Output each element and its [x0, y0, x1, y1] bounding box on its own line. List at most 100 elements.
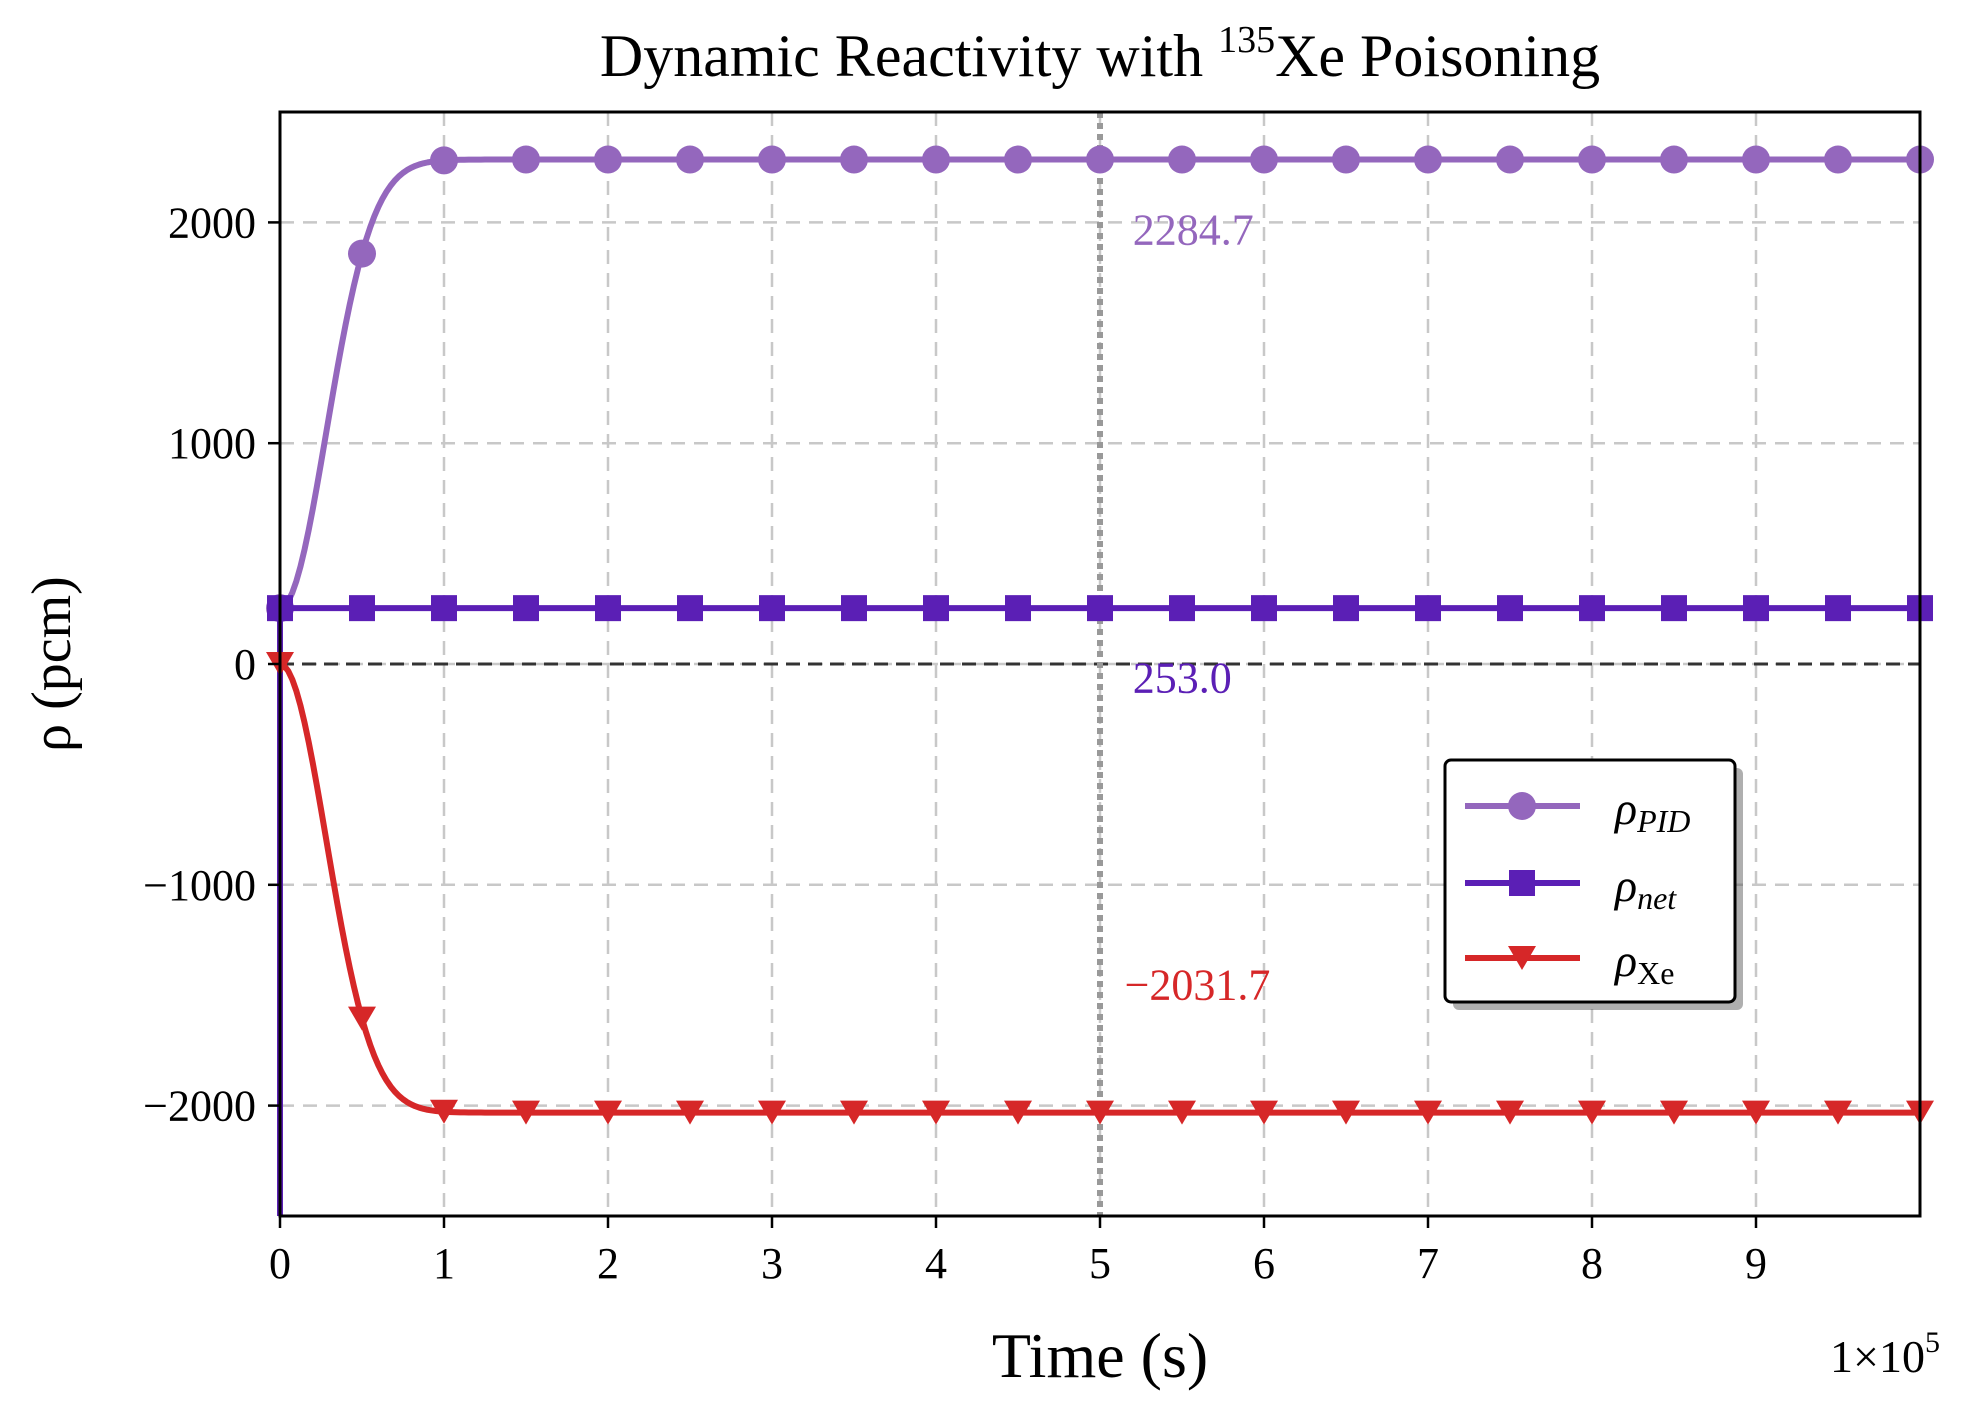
data-point: [512, 145, 540, 174]
data-point: [1743, 595, 1769, 622]
title-suffix: Poisoning: [1345, 23, 1600, 89]
data-point: [1332, 1100, 1360, 1125]
data-point: [349, 595, 375, 622]
data-point: [1250, 1100, 1278, 1125]
annotation-xe: −2031.7: [1125, 961, 1271, 1010]
legend-symbol-pid: ρ: [1613, 783, 1637, 834]
data-point: [676, 145, 704, 174]
legend-item-pid: ρPID: [1465, 783, 1690, 839]
legend-marker-xe: [1508, 946, 1536, 970]
title-prefix: Dynamic Reactivity with: [600, 23, 1218, 89]
data-point: [1496, 145, 1524, 174]
data-point: [1824, 1100, 1852, 1125]
legend-symbol-net: ρ: [1613, 860, 1637, 911]
data-point: [922, 145, 950, 174]
x-tick-label: 5: [1089, 1239, 1111, 1288]
x-tick-label: 6: [1253, 1239, 1275, 1288]
data-point: [1332, 145, 1360, 174]
data-point: [1087, 595, 1113, 622]
legend-label-net: ρnet: [1613, 860, 1677, 916]
y-tick-label: −2000: [143, 1082, 256, 1131]
legend-marker-net: [1509, 870, 1535, 896]
data-point: [922, 1100, 950, 1125]
x-tick-label: 4: [925, 1239, 947, 1288]
title-isotope-mass: 135: [1218, 19, 1275, 61]
legend-label-pid: ρPID: [1613, 783, 1690, 839]
data-point: [430, 1099, 458, 1124]
data-point: [840, 145, 868, 174]
annotation-net: 253.0: [1133, 654, 1232, 703]
data-point: [1414, 1100, 1442, 1125]
data-point: [1578, 1100, 1606, 1125]
data-point: [594, 1100, 622, 1125]
data-point: [1660, 1100, 1688, 1125]
legend-subscript-xe: Xe: [1637, 955, 1674, 991]
data-point: [1497, 595, 1523, 622]
data-point: [1168, 1100, 1196, 1125]
data-point: [1414, 145, 1442, 174]
x-tick-label: 9: [1745, 1239, 1767, 1288]
data-point: [1415, 595, 1441, 622]
y-axis-label: ρ (pcm): [21, 576, 83, 752]
data-point: [1661, 595, 1687, 622]
series-group: [266, 145, 1934, 1216]
legend-subscript-pid: PID: [1636, 803, 1690, 839]
legend-symbol-xe: ρ: [1613, 935, 1637, 986]
x-tick-label: 8: [1581, 1239, 1603, 1288]
series-xe: [266, 652, 1934, 1125]
title-isotope-symbol: Xe: [1275, 23, 1345, 89]
legend-item-net: ρnet: [1465, 860, 1677, 916]
data-point: [841, 595, 867, 622]
data-point: [1086, 1100, 1114, 1125]
x-tick-label: 0: [269, 1239, 291, 1288]
legend-item-xe: ρXe: [1465, 935, 1674, 991]
data-point: [923, 595, 949, 622]
legend-box: [1443, 758, 1737, 1004]
data-point: [595, 595, 621, 622]
data-point: [348, 239, 376, 268]
data-point: [1578, 145, 1606, 174]
data-point: [1005, 595, 1031, 622]
chart-title: Dynamic Reactivity with 135Xe Poisoning: [600, 19, 1600, 89]
value-annotations: 2284.7 253.0 −2031.7: [1125, 205, 1271, 1009]
data-point: [1824, 145, 1852, 174]
x-tick-label: 3: [761, 1239, 783, 1288]
reference-lines: [280, 112, 1920, 1216]
data-point: [512, 1100, 540, 1125]
y-tick-label: 1000: [168, 419, 256, 468]
data-point: [758, 1100, 786, 1125]
data-point: [758, 145, 786, 174]
x-multiplier-base: 1×10: [1830, 1331, 1925, 1382]
data-point: [1251, 595, 1277, 622]
data-point: [1579, 595, 1605, 622]
legend: ρPID ρnet ρXe: [1443, 758, 1743, 1010]
x-tick-label: 1: [433, 1239, 455, 1288]
axis-ticks: 0 1 2 3 4 5 6 7 8 9 −2000 −1000 0 1000 2000: [143, 198, 1767, 1288]
data-point: [1086, 145, 1114, 174]
data-point: [1333, 595, 1359, 622]
y-tick-label: 0: [234, 640, 256, 689]
data-point: [1004, 1100, 1032, 1125]
data-point: [1168, 145, 1196, 174]
data-point: [1496, 1100, 1524, 1125]
annotation-pid: 2284.7: [1133, 205, 1254, 254]
y-tick-label: −1000: [143, 861, 256, 910]
data-point: [1660, 145, 1688, 174]
data-point: [594, 145, 622, 174]
x-tick-label: 7: [1417, 1239, 1439, 1288]
data-point: [677, 595, 703, 622]
x-multiplier-exponent: 5: [1925, 1326, 1940, 1359]
data-point: [1742, 145, 1770, 174]
data-point: [840, 1100, 868, 1125]
y-tick-label: 2000: [168, 198, 256, 247]
data-point: [1169, 595, 1195, 622]
data-point: [430, 146, 458, 175]
data-point: [513, 595, 539, 622]
x-axis-label: Time (s): [992, 1320, 1208, 1391]
data-point: [431, 595, 457, 622]
data-point: [676, 1100, 704, 1125]
legend-subscript-net: net: [1637, 880, 1677, 916]
x-tick-label: 2: [597, 1239, 619, 1288]
data-point: [1004, 145, 1032, 174]
